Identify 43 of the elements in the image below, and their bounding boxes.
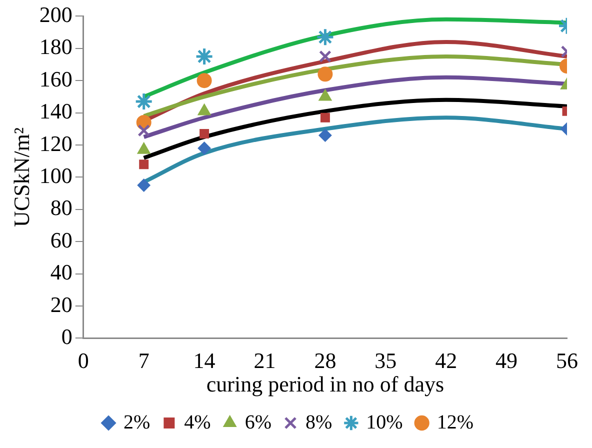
- legend-label: 6%: [244, 411, 272, 434]
- point: [137, 178, 150, 192]
- point: [195, 47, 214, 66]
- point: [316, 28, 334, 46]
- x-tick-label: 7: [138, 348, 150, 374]
- point: [138, 124, 150, 137]
- x-tick-label: 14: [193, 348, 216, 374]
- point: [139, 160, 149, 170]
- legend-label: 12%: [436, 411, 474, 434]
- point: [134, 92, 154, 111]
- x-tick-label: 35: [374, 348, 397, 374]
- y-tick-label: 120: [39, 130, 72, 156]
- x-tick-label: 56: [556, 348, 578, 374]
- x-tick-label: 28: [314, 348, 336, 374]
- legend-label: 8%: [306, 411, 332, 434]
- point: [319, 50, 332, 63]
- y-axis-title: UCSkN/m²: [8, 127, 34, 227]
- y-tick-label: 160: [39, 66, 72, 92]
- point: [198, 142, 211, 155]
- y-tick-label: 100: [39, 162, 72, 188]
- y-tick-label: 180: [39, 34, 72, 60]
- y-tick-label: 140: [39, 98, 72, 124]
- legend-label: 10%: [366, 411, 403, 434]
- x-tick-label: 49: [496, 348, 518, 374]
- legend-label: 2%: [124, 411, 150, 434]
- point: [318, 128, 332, 142]
- legend-label: 4%: [184, 411, 211, 434]
- line-series: [142, 75, 567, 139]
- point: [200, 128, 210, 138]
- x-tick-label: 21: [254, 348, 276, 374]
- x-tick-label: 0: [78, 348, 89, 374]
- y-tick-label: 40: [50, 260, 72, 285]
- y-tick-label: 60: [50, 227, 72, 252]
- y-tick-label: 80: [50, 195, 72, 220]
- x-axis-title: curing period in no of days: [206, 372, 444, 397]
- y-tick-label: 20: [50, 292, 72, 317]
- point: [320, 112, 330, 122]
- x-tick-label: 42: [435, 348, 458, 374]
- y-tick-label: 200: [39, 2, 72, 27]
- line-series: [142, 98, 567, 160]
- point: [318, 66, 333, 82]
- point: [196, 73, 212, 88]
- y-tick-label: 0: [61, 324, 72, 349]
